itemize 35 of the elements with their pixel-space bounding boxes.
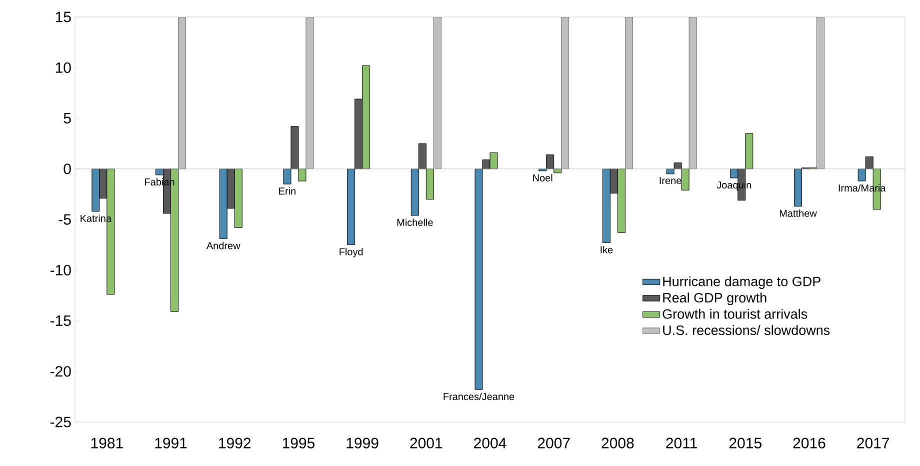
x-tick-label: 1992 <box>219 438 251 448</box>
y-tick-label: 5 <box>64 113 71 124</box>
x-tick-label: 2008 <box>602 438 634 448</box>
x-tick-label: 2017 <box>857 438 890 448</box>
legend-label: Hurricane damage to GDP <box>663 276 820 289</box>
annotation: Noel <box>533 174 552 182</box>
annotation: Michelle <box>397 218 433 226</box>
y-tick-label: 0 <box>64 164 71 174</box>
x-tick-label: 2007 <box>538 438 570 448</box>
annotation: Matthew <box>780 210 817 217</box>
annotation: Andrew <box>206 242 240 250</box>
annotation: Frances/Jeanne <box>444 392 514 400</box>
x-tick-label: 2015 <box>729 438 762 448</box>
x-tick-label: 1999 <box>346 438 378 448</box>
annotation: Floyd <box>340 248 363 258</box>
y-tick-label: 10 <box>56 62 71 73</box>
y-tick-label: -25 <box>50 416 71 428</box>
y-tick-label: -5 <box>58 214 71 225</box>
x-tick-label: 2016 <box>793 438 826 448</box>
legend-label: Growth in tourist arrivals <box>662 308 808 319</box>
y-tick-label: -15 <box>50 316 71 326</box>
x-tick-label: 1995 <box>282 438 315 448</box>
y-tick-label: 15 <box>56 12 71 22</box>
x-tick-label: 1981 <box>91 438 123 448</box>
legend-label: Real GDP growth <box>663 292 766 306</box>
x-tick-label: 2011 <box>666 438 697 448</box>
y-tick-label: -20 <box>50 366 71 377</box>
x-tick-label: 2004 <box>474 438 506 448</box>
annotation: Irene <box>660 177 682 184</box>
annotation: Erin <box>279 187 296 195</box>
annotation: Ike <box>600 246 613 254</box>
legend-label: U.S. recessions/ slowdowns <box>663 325 830 336</box>
x-tick-label: 1991 <box>155 438 187 448</box>
y-tick-label: -10 <box>50 264 71 276</box>
x-tick-label: 2001 <box>410 438 442 448</box>
